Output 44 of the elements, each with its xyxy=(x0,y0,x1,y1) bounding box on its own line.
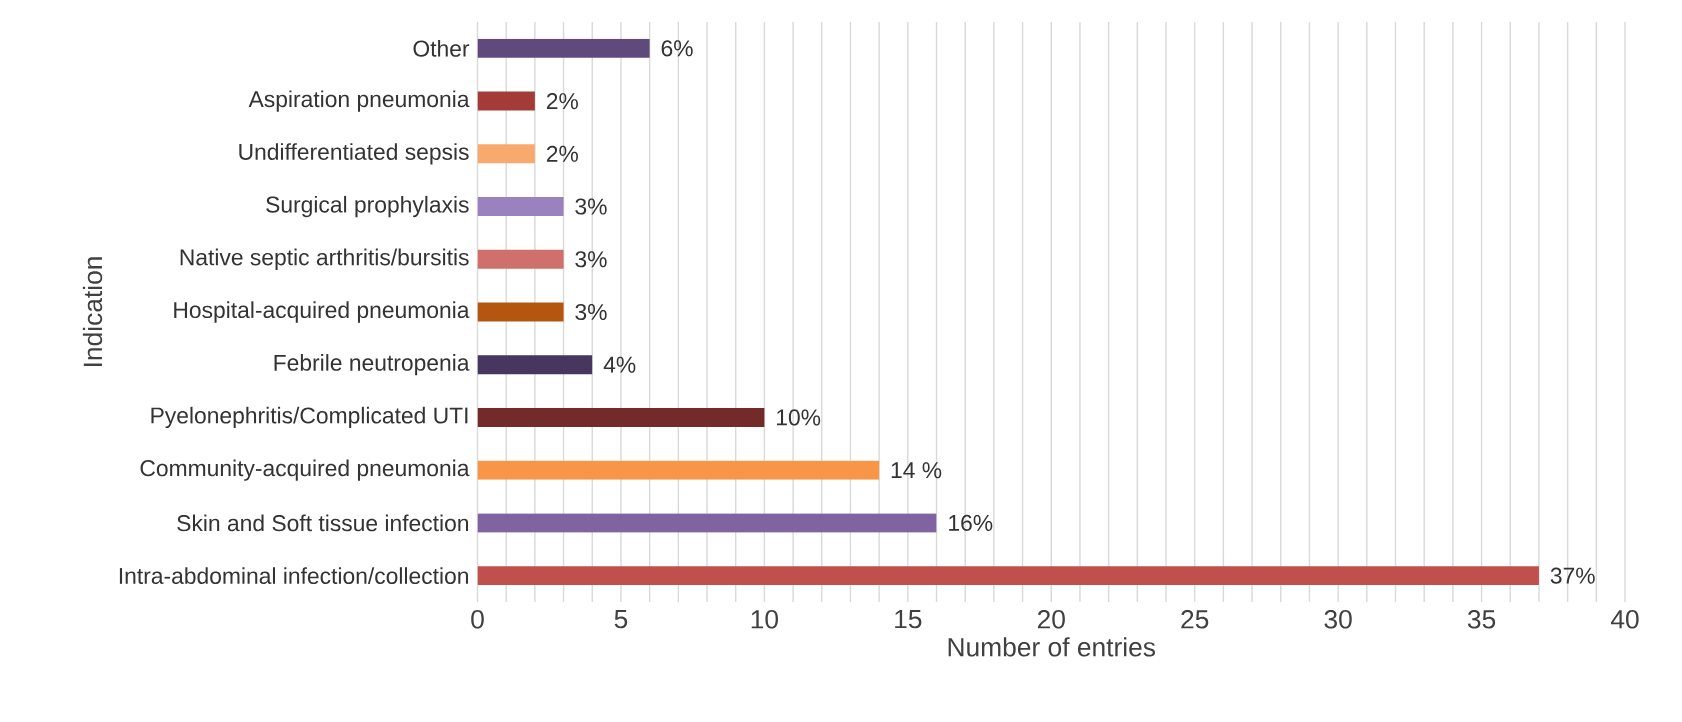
y-tick-label: Community-acquired pneumonia xyxy=(140,459,470,481)
y-tick-label: Other xyxy=(413,39,470,57)
y-tick-label: Aspiration pneumonia xyxy=(248,90,470,112)
data-label: 37% xyxy=(1550,567,1595,584)
data-label: 14 % xyxy=(891,462,942,479)
bar xyxy=(477,460,880,480)
y-tick-label: Febrile neutropenia xyxy=(274,354,470,376)
bar xyxy=(477,197,564,217)
data-label: 3% xyxy=(575,251,607,268)
x-tick-label: 10 xyxy=(751,609,778,629)
y-tick-label: Surgical prophylaxis xyxy=(266,195,469,218)
bar xyxy=(477,144,535,164)
bar xyxy=(477,513,937,533)
bar xyxy=(477,91,535,111)
y-tick-label: Hospital-acquired pneumonia xyxy=(174,301,470,323)
y-tick-label: Undifferentiated sepsis xyxy=(239,143,469,165)
data-label: 10% xyxy=(777,409,821,426)
x-tick-label: 40 xyxy=(1610,609,1639,629)
bar xyxy=(477,302,564,322)
data-label: 2% xyxy=(546,145,578,162)
bar xyxy=(477,407,765,427)
y-tick-label: Pyelonephritis/Complicated UTI xyxy=(151,406,468,429)
bar xyxy=(477,566,1539,586)
x-axis-title: Number of entries xyxy=(948,637,1155,657)
y-tick-label: Native septic arthritis/bursitis xyxy=(180,248,469,270)
y-tick-label: Skin and Soft tissue infection xyxy=(177,514,469,532)
data-label: 6% xyxy=(661,40,693,57)
data-label: 3% xyxy=(575,198,607,215)
y-tick-label: Intra-abdominal infection/collection xyxy=(119,567,468,585)
data-label: 16% xyxy=(949,514,993,531)
x-tick-label: 25 xyxy=(1181,609,1209,629)
x-tick-label: 35 xyxy=(1467,609,1496,629)
x-tick-label: 20 xyxy=(1037,609,1065,629)
bar xyxy=(477,38,650,58)
x-tick-label: 0 xyxy=(471,609,484,629)
y-axis-title: Indication xyxy=(82,257,103,366)
data-label: 4% xyxy=(603,356,636,373)
data-label: 2% xyxy=(546,93,578,110)
bar xyxy=(477,249,564,269)
x-tick-label: 30 xyxy=(1324,609,1352,629)
bar xyxy=(477,355,593,375)
data-label: 3% xyxy=(575,303,607,321)
x-tick-label: 5 xyxy=(614,609,628,629)
x-tick-label: 15 xyxy=(895,609,922,629)
